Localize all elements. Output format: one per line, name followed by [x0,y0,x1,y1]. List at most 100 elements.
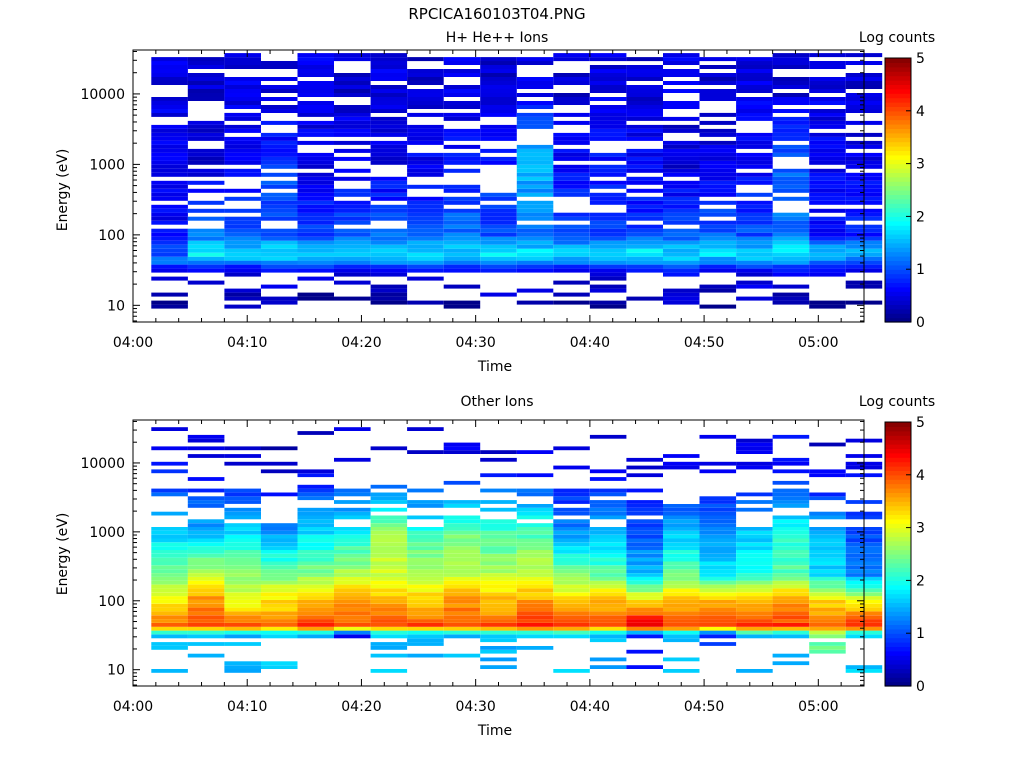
heatmap-cell [334,93,371,97]
heatmap-cell [809,473,846,478]
heatmap-cell [443,188,481,193]
heatmap-cell [663,232,700,237]
heatmap-cell [297,160,334,165]
colorbar-segment [885,483,911,489]
colorbar-segment [885,620,911,625]
heatmap-cell [772,53,810,58]
heatmap-cell [772,93,810,97]
heatmap-cell [516,623,554,627]
heatmap-cell [772,561,810,566]
colorbar-segment [885,97,911,103]
heatmap-cell [151,530,188,535]
heatmap-cell [626,196,663,201]
heatmap-cell [407,160,444,165]
heatmap-cell [297,200,334,205]
heatmap-cell [809,534,846,539]
heatmap-cell [589,534,627,539]
heatmap-cell [334,427,371,431]
heatmap-cell [370,519,408,524]
heatmap-cell [736,260,773,265]
colorbar-segment [885,650,911,656]
heatmap-cell [589,304,627,309]
heatmap-cell [589,81,627,85]
heatmap-cell [151,623,188,627]
heatmap-cell [736,465,773,470]
heatmap-cell [772,132,810,137]
heatmap-cell [589,112,627,117]
heatmap-cell [151,140,188,145]
heatmap-cell [260,550,298,554]
heatmap-cell [297,626,334,631]
heatmap-cell [224,511,261,516]
heatmap-cell [772,619,810,623]
heatmap-cell [370,615,408,620]
heatmap-cell [480,93,517,97]
heatmap-cell [772,57,810,62]
heatmap-cell [699,192,737,197]
heatmap-cell [553,550,590,554]
heatmap-cell [151,152,188,157]
heatmap-cell [772,500,810,504]
heatmap-cell [224,81,261,85]
heatmap-cell [334,296,371,301]
heatmap-cell [224,669,261,673]
heatmap-cell [224,93,261,97]
heatmap-cell [699,561,737,566]
colorbar-segment [885,106,911,112]
heatmap-cell [699,120,737,125]
colorbar-segment [885,172,911,178]
heatmap-cell [370,492,408,497]
heatmap-cell [443,619,481,623]
heatmap-cell [334,530,371,535]
y-tick-label: 10000 [80,87,125,103]
heatmap-cell [553,188,590,193]
heatmap-cell [516,534,554,539]
heatmap-cell [809,634,846,639]
heatmap-cell [407,553,444,558]
x-tick-label: 04:00 [113,335,153,351]
heatmap-cell [772,557,810,562]
heatmap-cell [370,446,408,451]
heatmap-cell [772,180,810,185]
heatmap-cell [334,592,371,597]
heatmap-cell [626,264,663,269]
heatmap-cell [553,511,590,516]
heatmap-cell [736,530,773,535]
heatmap-cell [260,603,298,608]
heatmap-cell [370,256,408,261]
heatmap-cell [187,260,225,265]
x-tick-label: 04:20 [341,699,381,715]
heatmap-cell [224,538,261,543]
heatmap-cell [187,454,225,458]
heatmap-cell [589,284,627,289]
heatmap-cell [663,515,700,520]
heatmap-cell [736,180,773,185]
heatmap-cell [772,268,810,273]
heatmap-cell [553,561,590,566]
heatmap-cell [297,244,334,249]
heatmap-cell [736,565,773,570]
heatmap-cell [151,73,188,77]
heatmap-cell [516,212,554,217]
heatmap-cell [516,164,554,169]
heatmap-cell [663,588,700,593]
heatmap-cell [187,132,225,137]
colorbar-segment [885,119,911,125]
heatmap-cell [589,300,627,305]
heatmap-cell [736,224,773,229]
x-tick-label: 04:50 [684,335,724,351]
heatmap-cell [663,580,700,585]
panel-1-x-axis-label: Time [477,359,512,375]
heatmap-cell [772,653,810,658]
heatmap-cell [626,204,663,209]
heatmap-cell [224,507,261,512]
colorbar-segment [885,71,911,77]
heatmap-cell [224,57,261,62]
heatmap-cell [260,569,298,573]
heatmap-cell [736,144,773,149]
colorbar-segment [885,448,911,454]
heatmap-cell [260,538,298,543]
heatmap-cell [443,168,481,173]
heatmap-cell [772,611,810,616]
heatmap-cell [443,546,481,550]
